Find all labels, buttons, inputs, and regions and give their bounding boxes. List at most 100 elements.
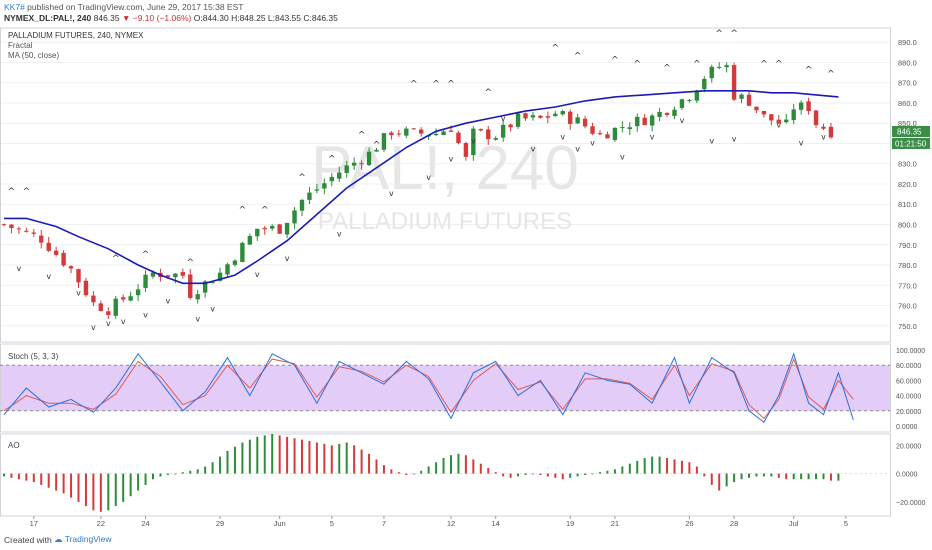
candle-body [500,124,506,138]
fractal-down-marker: v [143,311,148,320]
time-tick-label: 22 [97,519,105,528]
candle-body [441,131,446,135]
ao-bar [122,473,125,502]
ao-bar [576,473,579,477]
candle-body [270,225,275,229]
time-tag-box [892,138,930,149]
candle-body [538,115,543,118]
candle-body [657,111,662,117]
fractal-down-marker: v [650,132,655,141]
ao-bar [427,466,430,474]
candle-body [687,99,692,101]
ma-50-line [4,90,839,285]
fractal-up-marker: ^ [8,187,16,197]
ao-bar [77,473,80,502]
stoch-tick-label: 20.0000 [896,409,921,416]
fractal-up-marker: ^ [447,80,455,90]
ao-bar [166,473,169,475]
ao-bar [397,472,400,474]
candle-body [597,133,603,135]
stoch-tick-label: 100.0000 [896,348,925,355]
fractal-down-marker: v [590,138,595,147]
candle-body [53,250,59,255]
ao-bar [457,453,460,474]
price-tag-box [892,126,930,137]
candle-body [247,235,253,245]
candle-body [366,151,372,166]
ao-bar [829,473,832,481]
ao-bar [450,455,452,474]
candle-body [173,273,178,278]
ao-bar [740,473,743,480]
candle-body [329,176,334,182]
candle-body [83,280,89,296]
candle-body [709,66,714,79]
candle-body [39,235,44,243]
fractal-down-marker: v [337,230,342,239]
price-tick-label: 860.0 [898,99,917,108]
candle-body [433,133,439,136]
ao-bar [464,455,467,474]
cloud-icon: ☁ [54,534,63,544]
time-tick-label: 5 [330,519,334,528]
brand-name: TradingView [64,534,112,544]
ao-bar [494,472,497,474]
time-tick-label: 19 [566,519,574,528]
candle-body [642,117,647,126]
ao-bar [524,473,527,475]
panel-frame [0,27,891,343]
ao-bar [40,473,43,485]
symbol-label: NYMEX_DL:PAL!, 240 [4,13,92,23]
time-tick-label: 17 [30,519,38,528]
candle-body [456,132,461,144]
author-link[interactable]: KK7# [4,2,25,12]
fractal-down-marker: v [560,132,565,141]
ao-bar [531,473,534,475]
candle-body [582,118,588,127]
ao-bar [114,473,117,507]
candle-body [210,282,215,284]
price-tag-text: 846.35 [897,128,922,137]
candle-body [351,162,357,166]
candle-body [575,117,580,124]
candle-body [255,228,260,237]
stoch-k-line [3,352,854,423]
candle-body [135,289,141,296]
ao-bar [211,462,214,474]
ao-bar [10,473,13,478]
fractal-down-marker: v [166,297,171,306]
candle-body [262,227,267,230]
ao-bar [725,473,728,487]
fractal-down-marker: v [46,272,51,281]
candle-body [374,149,379,152]
candle-body [411,128,416,130]
last-price: 846.35 [93,13,120,23]
fractal-down-marker: v [531,145,536,154]
ao-bar [248,439,251,474]
watermark-name: PALLADIUM FUTURES [318,208,572,235]
price-tags: 846.35 01:21:50 [892,126,930,149]
ao-bar [703,473,706,477]
ao-histogram [3,434,840,512]
candle-body [717,66,722,68]
ao-bar [152,473,154,480]
fractal-up-marker: ^ [730,29,738,39]
stoch-series [3,352,854,423]
ao-bar [256,436,259,474]
ao-bar [628,463,631,474]
candle-body [61,252,66,266]
candle-body [16,228,22,230]
candle-body [694,90,700,101]
ao-bar [472,459,475,474]
stoch-label: Stoch (5, 3, 3) [8,352,59,361]
tradingview-logo[interactable]: ☁ TradingView [54,534,112,545]
fractal-up-marker: ^ [23,187,31,197]
ao-bar [315,442,318,474]
candle-body [515,113,521,127]
ao-bar [800,473,803,480]
fractal-up-marker: ^ [760,59,768,69]
candle-body [568,111,573,124]
chart-canvas[interactable]: PAL!, 240 PALLADIUM FUTURES ^ ^^ ^^^ ^^^^^^… [0,24,932,532]
candle-body [337,172,342,179]
fractal-up-marker: ^ [432,80,440,90]
